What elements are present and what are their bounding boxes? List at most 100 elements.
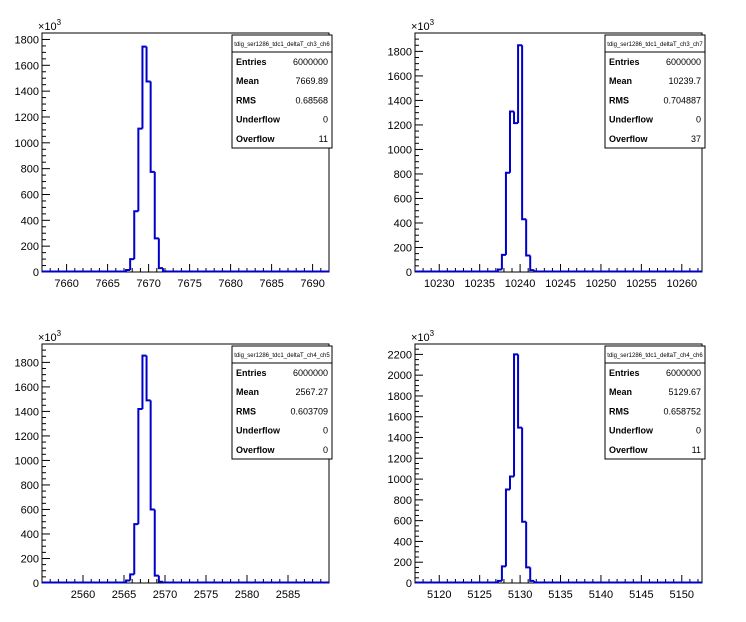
stats-label: Overflow [609,134,649,144]
stats-value: 37 [691,134,701,144]
y-axis-multiplier: ×103 [411,18,435,33]
y-tick-label: 1600 [15,382,39,394]
x-tick-label: 5150 [670,589,694,601]
histogram-bin [153,509,159,577]
histogram-bin [496,579,502,583]
stats-label: Overflow [236,445,276,455]
x-tick-label: 5140 [589,589,613,601]
y-tick-label: 600 [394,516,412,528]
y-tick-label: 1200 [388,120,412,132]
histogram-bin [149,400,155,511]
histogram-bin [129,258,135,271]
stats-box-frame [231,34,333,149]
histogram-bin [500,565,506,581]
y-tick-label: 1000 [388,474,412,486]
stats-label: Underflow [609,426,654,436]
x-tick-label: 10245 [545,278,576,290]
stats-value: 6000000 [666,368,701,378]
y-axis-multiplier: ×103 [38,18,62,33]
histogram-bin [529,255,535,272]
histogram-panel-2: 10230 10235 10240 10245 10250 10255 10260 0 200 4… [388,18,706,290]
stats-box-frame [604,34,706,149]
y-tick-label: 1800 [15,34,39,46]
y-tick-label: 200 [394,557,412,569]
x-tick-label: 10240 [505,278,536,290]
histogram-bin [133,523,139,575]
stats-value: 6000000 [293,57,328,67]
stats-box: tdig_ser1286_tdc1_deltaT_ch4_ch5 Entries 6… [231,345,333,460]
y-tick-label: 0 [406,578,412,590]
y-tick-label: 1200 [15,431,39,443]
stats-value: 6000000 [293,368,328,378]
stats-label: Underflow [609,115,654,125]
x-tick-label: 7690 [300,278,324,290]
y-tick-label: 800 [394,169,412,181]
histogram-series [42,45,329,273]
y-tick-label: 0 [33,578,39,590]
stats-label: Entries [236,368,267,378]
stats-label: Underflow [236,115,281,125]
histogram-bin [517,354,523,429]
y-tick-label: 2200 [388,349,412,361]
y-tick-label: 1400 [15,86,39,98]
x-tick-label: 7670 [136,278,160,290]
stats-box-title: tdig_ser1286_tdc1_deltaT_ch3_ch6 [234,42,330,48]
stats-label: Entries [609,368,640,378]
histogram-bin [125,579,131,583]
histogram-bin [137,127,143,212]
histogram-bin [525,219,531,257]
histogram-bin [141,45,147,129]
y-tick-label: 0 [33,267,39,279]
stats-value: 5129.67 [668,387,701,397]
stats-value: 7669.89 [295,76,328,86]
histogram-bin [504,171,510,255]
stats-label: RMS [609,95,629,105]
y-tick-label: 1800 [15,357,39,369]
x-tick-label: 5145 [629,589,653,601]
histogram-bin [508,475,515,490]
stats-label: Mean [236,387,259,397]
stats-label: Mean [609,387,632,397]
y-tick-label: 800 [21,480,39,492]
x-tick-label: 7675 [177,278,201,290]
y-tick-label: 800 [21,164,39,176]
y-tick-label: 1400 [388,433,412,445]
histogram-panel-4: 5120 5125 5130 5135 5140 5145 5150 0 200 400 600 80… [388,329,706,601]
stats-value: 11 [319,134,328,144]
histogram-series [42,354,329,584]
stats-label: Entries [236,57,267,67]
stats-label: Mean [609,76,632,86]
y-tick-label: 2000 [388,370,412,382]
stats-label: RMS [236,95,256,105]
histogram-bin [161,268,168,273]
stats-box-title: tdig_ser1286_tdc1_deltaT_ch4_ch5 [234,353,330,359]
histogram-bin [153,171,159,240]
x-tick-label: 7665 [95,278,119,290]
x-tick-label: 10250 [586,278,617,290]
stats-value: 0 [323,445,328,455]
y-tick-label: 400 [21,215,39,227]
stats-label: Entries [609,57,640,67]
stats-label: Overflow [609,445,649,455]
y-tick-label: 600 [21,504,39,516]
stats-value: 0.68568 [295,95,328,105]
x-tick-label: 2560 [71,589,95,601]
y-tick-label: 1000 [15,455,39,467]
y-tick-label: 1000 [388,144,412,156]
y-tick-label: 200 [394,242,412,254]
stats-box-frame [231,345,333,460]
histogram-bin [145,355,151,402]
stats-box: tdig_ser1286_tdc1_deltaT_ch4_ch6 Entries 6… [604,345,706,460]
histogram-bin [133,210,139,260]
stats-box-title: tdig_ser1286_tdc1_deltaT_ch3_ch7 [607,42,703,48]
stats-box-title: tdig_ser1286_tdc1_deltaT_ch4_ch6 [607,353,703,359]
y-tick-label: 1600 [388,412,412,424]
histogram-bin [496,268,502,272]
histogram-bin [525,521,531,569]
x-tick-label: 2580 [235,589,259,601]
y-tick-label: 1800 [388,391,412,403]
y-tick-label: 200 [21,553,39,565]
y-tick-label: 600 [394,193,412,205]
histogram-bin [500,253,506,270]
stats-label: RMS [609,406,629,416]
